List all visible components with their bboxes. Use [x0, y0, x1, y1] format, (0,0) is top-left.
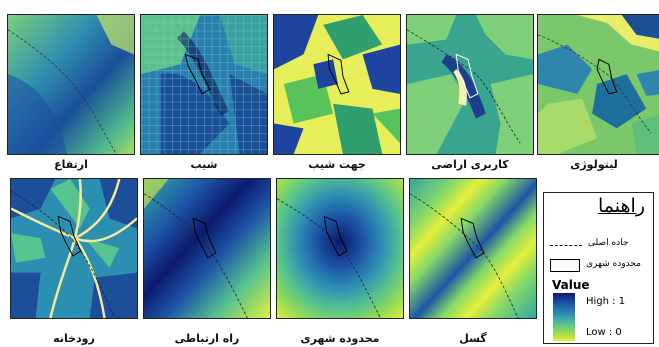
urban-boundary-symbol: [550, 259, 580, 272]
river-distance-map: [10, 178, 138, 319]
caption-fault: گسل: [459, 332, 487, 345]
fault-map: [409, 178, 537, 319]
caption-lithology: لیتولوژی: [570, 158, 618, 171]
aspect-map: [273, 14, 401, 155]
road-distance-map: [143, 178, 271, 319]
legend-high-label: High : 1: [586, 296, 626, 307]
caption-elevation: ارتفاع: [54, 158, 88, 171]
caption-river: رودخانه: [53, 332, 95, 345]
lithology-map: [537, 14, 659, 155]
caption-slope: شیب: [190, 158, 218, 171]
legend-low-label: Low : 0: [586, 327, 622, 338]
caption-landuse: کاربری اراضی: [431, 158, 509, 171]
legend-urban-boundary-label: محدوده شهری: [586, 259, 641, 269]
caption-aspect: جهت شیب: [308, 158, 366, 171]
caption-urban: محدوده شهری: [300, 332, 380, 345]
legend-title: راهنما: [598, 195, 645, 217]
landuse-map: [406, 14, 534, 155]
legend-main-road-label: جاده اصلی: [588, 238, 629, 248]
slope-map: [140, 14, 268, 155]
elevation-map: [7, 14, 135, 155]
urban-distance-map: [276, 178, 404, 319]
main-road-symbol: [550, 245, 582, 246]
legend-value-label: Value: [552, 278, 590, 292]
map-legend: راهنما جاده اصلی محدوده شهری Value High …: [543, 192, 654, 344]
legend-color-ramp: [553, 293, 575, 341]
caption-road: راه ارتباطی: [174, 332, 240, 345]
